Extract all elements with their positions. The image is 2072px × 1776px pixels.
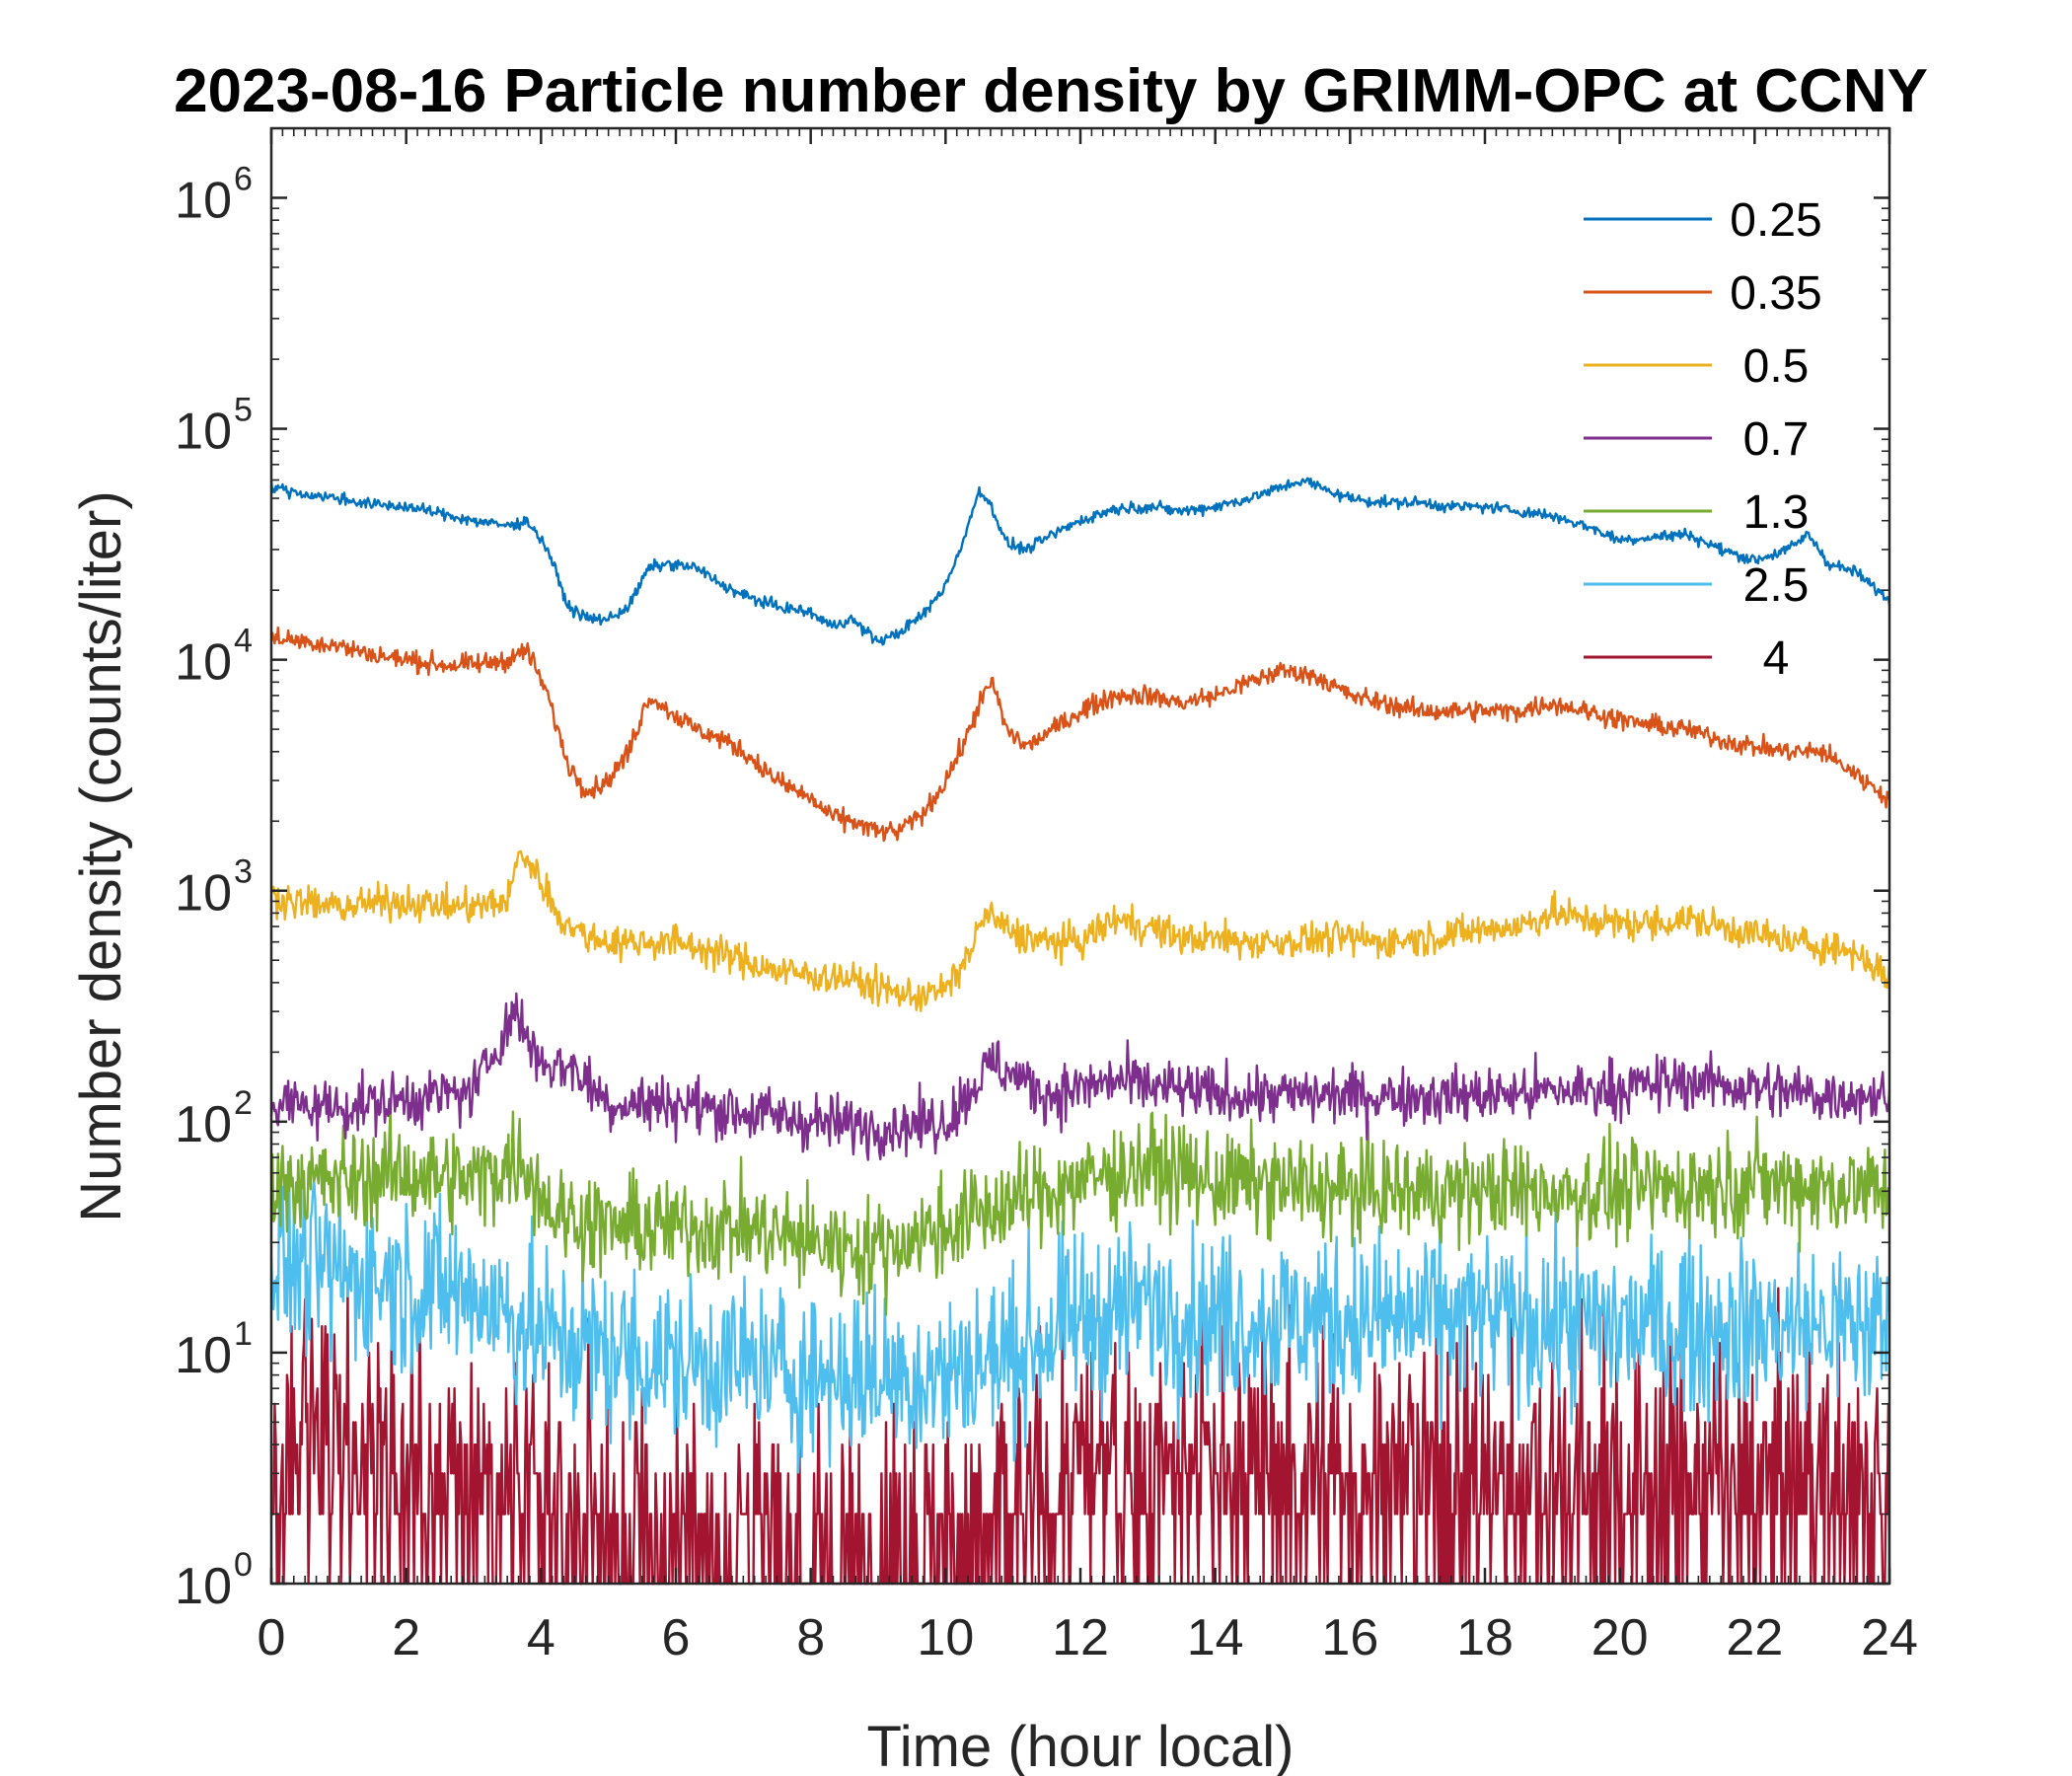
legend: 0.25 0.35 0.5 0.7 1.3 2.5 4 xyxy=(1584,194,1822,685)
chart-title: 2023-08-16 Particle number density by GR… xyxy=(174,57,1928,125)
series-line-1.3 xyxy=(269,1106,1891,1316)
y-tick-label-exponent: 1 xyxy=(234,1315,253,1353)
x-tick-label: 6 xyxy=(662,1609,691,1666)
y-tick-label-exponent: 5 xyxy=(234,392,253,429)
x-tick-label: 18 xyxy=(1456,1609,1514,1666)
x-tick-label: 20 xyxy=(1591,1609,1649,1666)
y-tick-label-exponent: 4 xyxy=(234,623,253,660)
x-tick-label: 24 xyxy=(1861,1609,1918,1666)
legend-label: 0.25 xyxy=(1730,194,1821,247)
legend-label: 4 xyxy=(1763,632,1790,685)
y-tick-label-base: 10 xyxy=(175,1327,232,1384)
y-axis-title: Number density (counts/liter) xyxy=(69,490,133,1221)
series-line-0.25 xyxy=(269,477,1891,646)
series-line-2.5 xyxy=(269,1173,1891,1474)
x-tick-label: 10 xyxy=(917,1609,974,1666)
series-layer xyxy=(269,477,1891,1586)
axes-layer xyxy=(269,126,1891,1586)
x-tick-label: 22 xyxy=(1726,1609,1783,1666)
x-tick-label: 2 xyxy=(392,1609,420,1666)
y-tick-label-exponent: 6 xyxy=(234,160,253,197)
series-line-0.7 xyxy=(269,992,1891,1161)
x-tick-label: 16 xyxy=(1321,1609,1378,1666)
x-tick-label: 14 xyxy=(1187,1609,1244,1666)
legend-label: 1.3 xyxy=(1743,486,1810,539)
x-tick-label: 4 xyxy=(527,1609,555,1666)
legend-label: 0.7 xyxy=(1743,413,1810,466)
legend-label: 0.5 xyxy=(1743,340,1810,393)
y-tick-label-base: 10 xyxy=(175,865,232,923)
x-tick-label: 8 xyxy=(796,1609,825,1666)
x-tick-label: 0 xyxy=(258,1609,286,1666)
y-tick-label-base: 10 xyxy=(175,1558,232,1615)
y-tick-label-exponent: 2 xyxy=(234,1084,253,1122)
legend-label: 2.5 xyxy=(1743,559,1810,612)
y-tick-label-exponent: 0 xyxy=(234,1546,253,1584)
legend-label: 0.35 xyxy=(1730,267,1821,320)
y-tick-label-exponent: 3 xyxy=(234,853,253,891)
y-tick-label-base: 10 xyxy=(175,404,232,461)
y-tick-label-base: 10 xyxy=(175,1096,232,1153)
x-tick-label: 12 xyxy=(1052,1609,1109,1666)
series-line-0.35 xyxy=(269,626,1891,843)
x-axis-title: Time (hour local) xyxy=(867,1715,1295,1776)
y-tick-label-base: 10 xyxy=(175,634,232,692)
series-line-0.5 xyxy=(269,850,1891,1012)
y-tick-label-base: 10 xyxy=(175,172,232,229)
